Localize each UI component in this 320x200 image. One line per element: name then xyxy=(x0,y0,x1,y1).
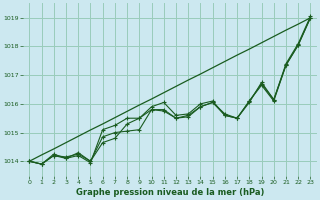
X-axis label: Graphe pression niveau de la mer (hPa): Graphe pression niveau de la mer (hPa) xyxy=(76,188,264,197)
